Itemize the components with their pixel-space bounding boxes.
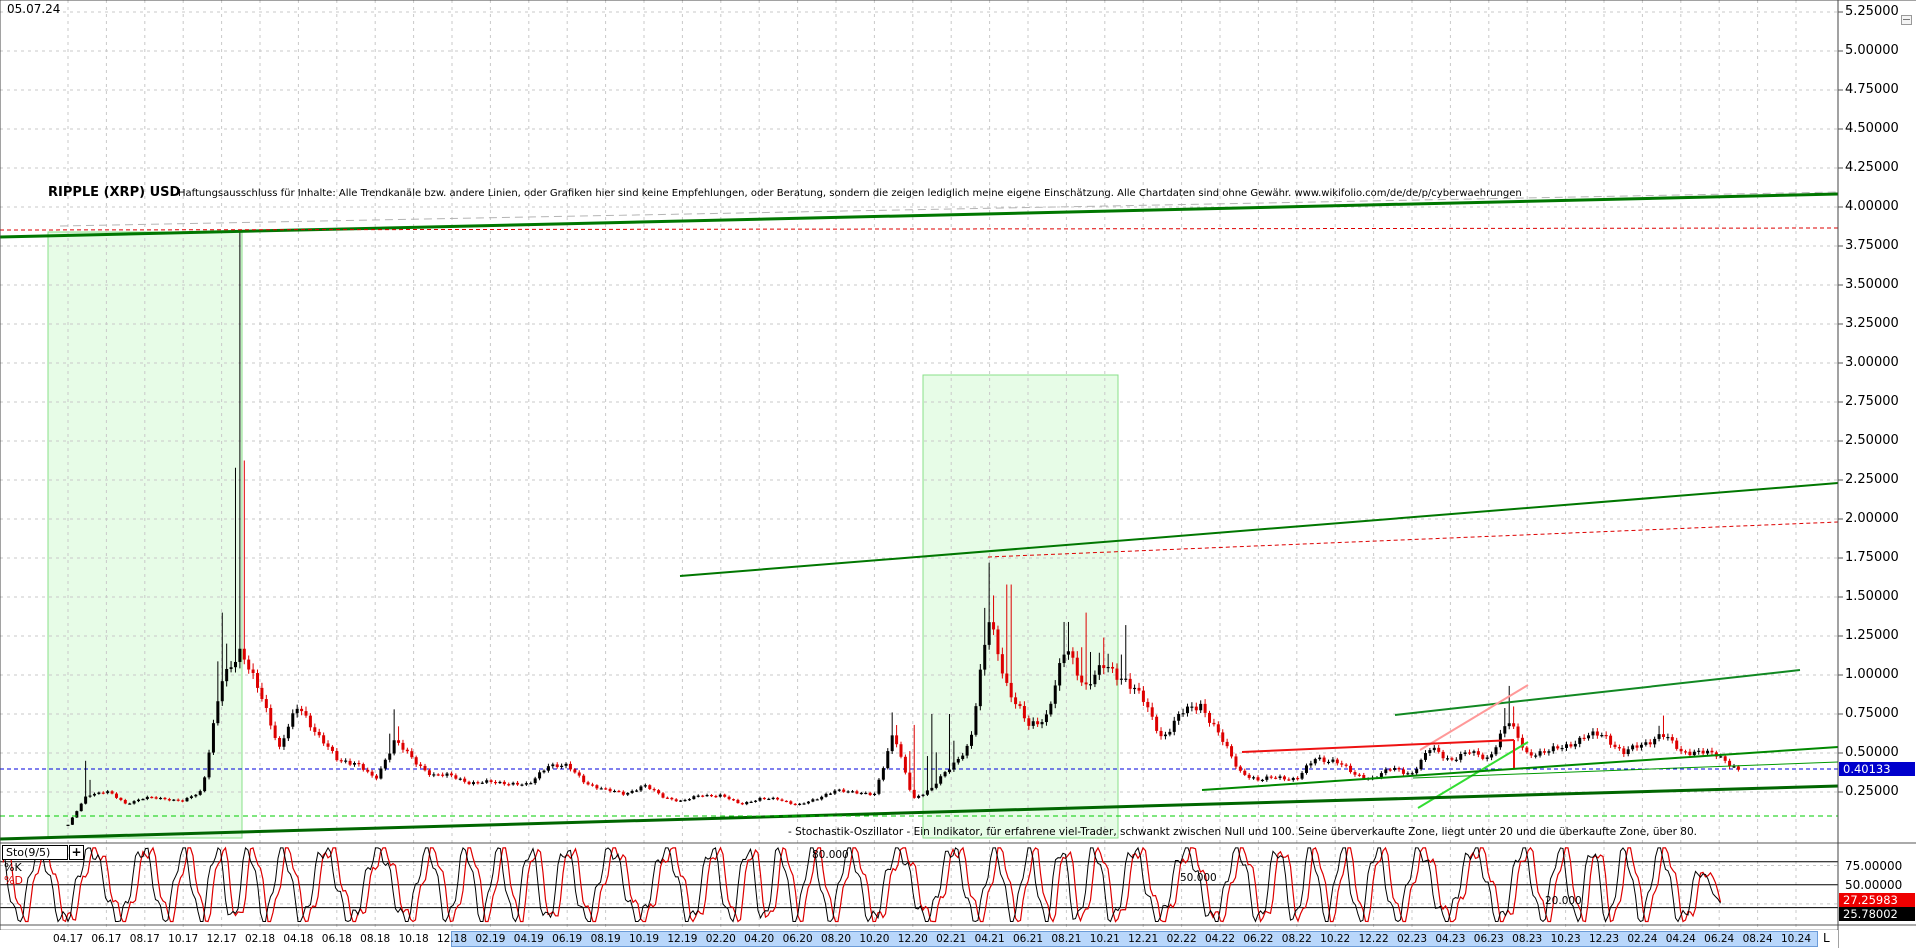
x-axis-label: 12.17 (206, 933, 237, 945)
price-axis-label: 5.25000 (1845, 4, 1899, 19)
price-axis-label: 4.25000 (1845, 160, 1899, 175)
plus-icon[interactable]: + (69, 845, 84, 860)
x-axis-label: 10.24 (1780, 933, 1812, 945)
oscillator-description: - Stochastik-Oszillator - Ein Indikator,… (788, 826, 1697, 838)
x-axis-label: 06.23 (1473, 933, 1504, 945)
current-price-badge: 0.40133 (1839, 762, 1915, 776)
x-axis-label: 06.17 (91, 933, 122, 945)
x-axis-label: 04.24 (1665, 933, 1696, 945)
price-axis-label: 1.50000 (1845, 589, 1899, 604)
x-axis-label: 08.24 (1742, 933, 1773, 945)
oscillator-level-label: 20.000 (1545, 894, 1582, 907)
oscillator-axis-label: 75.00000 (1845, 858, 1903, 873)
price-axis-label: 2.75000 (1845, 394, 1899, 409)
price-axis-label: 4.00000 (1845, 199, 1899, 214)
x-axis-label: 04.20 (744, 933, 775, 945)
percent-d-label: %D (4, 874, 23, 887)
oscillator-level-label: 50.000 (1180, 871, 1217, 884)
x-axis-label: 04.23 (1435, 933, 1466, 945)
stochastic-k-badge: 25.78002 (1839, 907, 1915, 921)
price-axis-label: 3.75000 (1845, 238, 1899, 253)
price-axis-label: 0.75000 (1845, 706, 1899, 721)
x-axis-label: 08.22 (1281, 933, 1312, 945)
x-axis-label: 12.23 (1588, 933, 1620, 945)
price-axis-label: 2.25000 (1845, 472, 1899, 487)
x-axis-label: 10.17 (168, 933, 199, 945)
x-axis-label: 10.20 (859, 933, 890, 945)
price-axis-label: 4.75000 (1845, 82, 1899, 97)
x-axis-label: 04.21 (974, 933, 1005, 945)
x-axis-label: 12.18 (436, 933, 468, 945)
x-axis-label: 02.21 (936, 933, 967, 945)
timeline-end-marker: L (1823, 931, 1830, 945)
x-axis-label: 08.19 (590, 933, 621, 945)
x-axis-label: 10.22 (1320, 933, 1351, 945)
x-axis-label: 06.22 (1243, 933, 1274, 945)
collapse-panel-icon[interactable] (1901, 15, 1912, 25)
x-axis-label: 04.18 (283, 933, 314, 945)
x-axis-label: 06.19 (552, 933, 583, 945)
disclaimer-text: Haftungsausschluss für Inhalte: Alle Tre… (178, 188, 1522, 199)
x-axis-label: 12.21 (1128, 933, 1159, 945)
chart-date: 05.07.24 (7, 2, 61, 16)
oscillator-level-label: 80.000 (812, 848, 849, 861)
x-axis-label: 02.19 (475, 933, 506, 945)
x-axis-label: 08.17 (129, 933, 160, 945)
price-axis-label: 0.25000 (1845, 784, 1899, 799)
price-axis-label: 2.50000 (1845, 433, 1899, 448)
x-axis-label: 08.20 (820, 933, 852, 945)
price-axis-label: 4.50000 (1845, 121, 1899, 136)
price-axis-label: 2.00000 (1845, 511, 1899, 526)
x-axis-label: 06.18 (321, 933, 352, 945)
x-axis-label: 02.23 (1396, 933, 1428, 945)
x-axis-label: 02.18 (244, 933, 276, 945)
x-axis-label: 04.19 (513, 933, 544, 945)
x-axis-label: 02.22 (1166, 933, 1197, 945)
page-title: RIPPLE (XRP) USD (48, 185, 181, 200)
x-axis-label: 06.21 (1012, 933, 1044, 945)
x-axis-label: 02.24 (1627, 933, 1658, 945)
price-axis-label: 1.25000 (1845, 628, 1899, 643)
x-axis-label: 12.22 (1358, 933, 1389, 945)
x-axis-label: 10.21 (1089, 933, 1120, 945)
x-axis-label: 08.23 (1512, 933, 1543, 945)
x-axis-label: 12.20 (897, 933, 928, 945)
stochastic-d-badge: 27.25983 (1839, 893, 1915, 907)
price-axis-label: 3.25000 (1845, 316, 1899, 331)
x-axis-label: 06.20 (782, 933, 813, 945)
price-axis-label: 5.00000 (1845, 43, 1899, 58)
x-axis-label: 04.22 (1204, 933, 1236, 945)
price-axis-label: 3.00000 (1845, 355, 1899, 370)
price-axis-label: 1.00000 (1845, 667, 1899, 682)
highlight-region (922, 374, 1119, 839)
price-axis-label: 3.50000 (1845, 277, 1899, 292)
x-axis-label: 10.23 (1550, 933, 1581, 945)
x-axis-label: 06.24 (1704, 933, 1735, 945)
price-axis-label: 1.75000 (1845, 550, 1899, 565)
x-axis-label: 04.17 (52, 933, 84, 945)
x-axis-label: 10.19 (628, 933, 660, 945)
scrollbar-thumb[interactable] (451, 931, 1818, 947)
oscillator-axis-label: 50.00000 (1845, 877, 1903, 892)
x-axis-label: 08.21 (1051, 933, 1082, 945)
percent-k-label: %K (4, 861, 22, 874)
x-axis-label: 10.18 (398, 933, 429, 945)
price-axis-label: 0.50000 (1845, 745, 1899, 760)
x-axis-label: 02.20 (705, 933, 736, 945)
x-axis-label: 12.19 (667, 933, 698, 945)
oscillator-legend[interactable]: Sto(9/5) (2, 845, 68, 860)
x-axis-label: 08.18 (360, 933, 391, 945)
